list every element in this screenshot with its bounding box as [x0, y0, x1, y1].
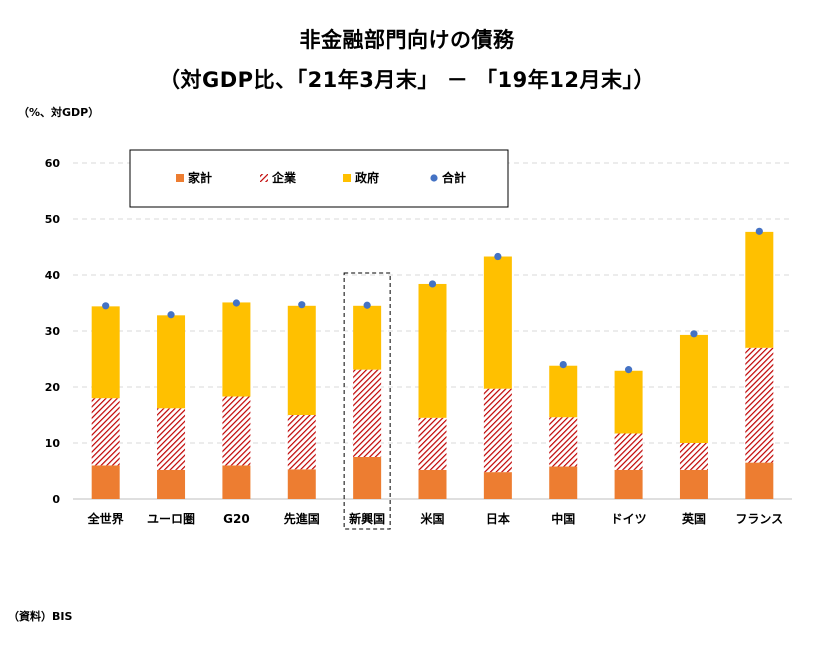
chart-title-line2: （対GDP比、「21年3月末」 － 「19年12月末」）: [159, 68, 655, 92]
bar-segment-household: [287, 469, 316, 499]
total-marker: [755, 227, 763, 235]
bar-segment-household: [353, 457, 382, 499]
bar-segment-corporate: [157, 408, 186, 470]
bar-segment-household: [549, 466, 578, 499]
bar-segment-household: [745, 462, 774, 499]
bar-segment-household: [157, 469, 186, 499]
total-marker: [298, 301, 306, 309]
bar-segment-corporate: [353, 369, 382, 457]
legend-swatch: [343, 174, 351, 182]
x-tick-label: G20: [223, 512, 250, 526]
total-marker: [690, 330, 698, 338]
bar-segment-government: [418, 283, 447, 418]
bar-segment-government: [745, 231, 774, 348]
highlight-box: [343, 272, 391, 530]
total-marker: [624, 366, 633, 374]
total-marker: [428, 280, 437, 288]
bar-segment-corporate: [91, 398, 120, 466]
bar-segment-corporate: [745, 347, 774, 463]
source-note: （資料）BIS: [8, 610, 73, 623]
legend-label: 政府: [355, 170, 379, 185]
y-tick-label: 0: [52, 493, 60, 506]
bar-segment-corporate: [614, 433, 643, 470]
y-tick-label: 20: [45, 381, 61, 394]
legend-box: [129, 149, 509, 208]
x-tick-label: フランス: [735, 512, 783, 526]
y-tick-label: 60: [45, 157, 61, 170]
legend-marker-total: [430, 174, 438, 182]
bar-segment-government: [222, 302, 251, 397]
legend-label: 合計: [442, 170, 466, 185]
y-tick-label: 30: [45, 325, 61, 338]
bar-segment-household: [418, 469, 447, 499]
bar-segment-government: [353, 305, 382, 370]
legend-swatch: [260, 174, 268, 182]
total-marker: [559, 361, 567, 369]
bar-segment-household: [679, 469, 708, 499]
x-tick-label: 中国: [551, 511, 575, 526]
y-tick-label: 10: [45, 437, 61, 450]
bar-segment-government: [679, 334, 708, 443]
x-tick-label: ドイツ: [611, 512, 647, 526]
y-tick-label: 40: [45, 269, 61, 282]
bar-segment-household: [614, 469, 643, 499]
x-tick-label: 英国: [682, 511, 706, 526]
bar-segment-government: [483, 256, 512, 389]
chart-title-line1: 非金融部門向けの債務: [299, 28, 515, 52]
legend-swatch: [176, 174, 184, 182]
bar-segment-government: [614, 370, 643, 434]
x-tick-label: 新興国: [349, 511, 385, 526]
bar-segment-government: [91, 306, 120, 399]
x-tick-label: 全世界: [87, 511, 124, 526]
bar-segment-corporate: [483, 388, 512, 473]
total-marker: [167, 311, 175, 319]
y-axis-unit-label: （%、対GDP）: [18, 106, 100, 119]
bar-segment-household: [222, 465, 251, 499]
bar-segment-corporate: [287, 415, 316, 470]
bar-segment-government: [157, 315, 186, 409]
x-tick-label: ユーロ圏: [147, 512, 195, 526]
bar-segment-government: [549, 365, 578, 418]
bar-segment-government: [287, 305, 316, 415]
x-tick-label: 日本: [486, 511, 510, 526]
bar-segment-corporate: [679, 443, 708, 470]
y-tick-label: 50: [45, 213, 61, 226]
bar-segment-household: [483, 472, 512, 499]
total-marker: [102, 302, 110, 310]
total-marker: [494, 252, 502, 261]
bar-segment-corporate: [418, 417, 447, 470]
bar-segment-corporate: [549, 417, 578, 467]
bar-segment-household: [91, 465, 120, 499]
legend-label: 家計: [188, 170, 212, 185]
x-tick-label: 先進国: [284, 511, 320, 526]
total-marker: [232, 299, 241, 307]
bar-segment-corporate: [222, 396, 251, 466]
x-tick-label: 米国: [420, 511, 444, 526]
total-marker: [363, 301, 371, 309]
legend-label: 企業: [271, 170, 297, 185]
